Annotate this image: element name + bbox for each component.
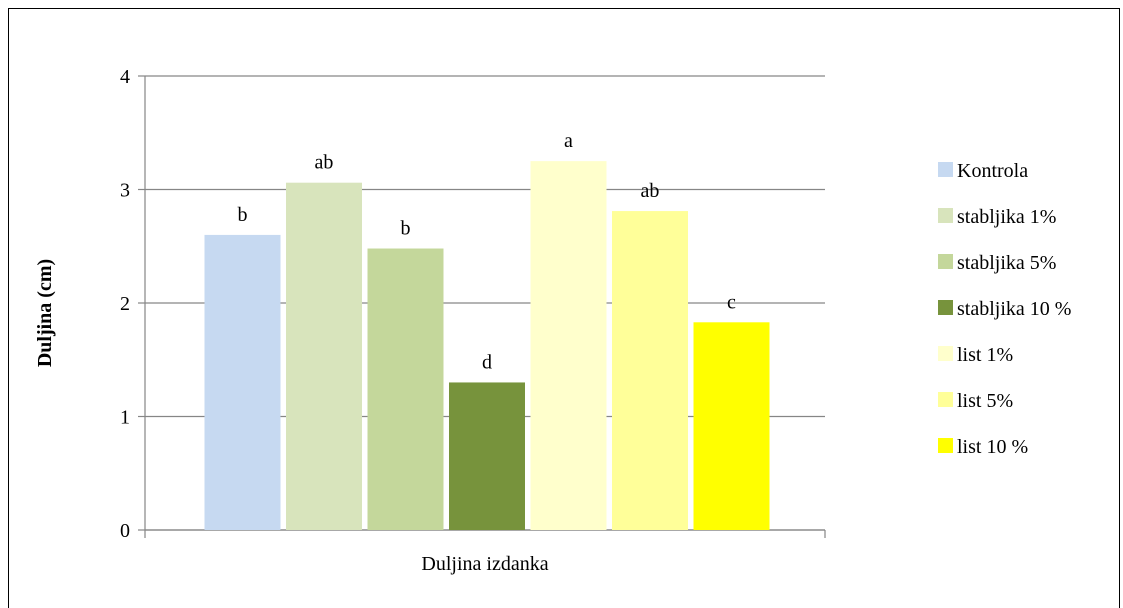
- ytick-label-3: 3: [120, 180, 130, 202]
- bar-list-10: [693, 322, 770, 530]
- legend-swatch-stabljika-10: [938, 300, 953, 315]
- bar-label-kontrola: b: [238, 204, 248, 226]
- ytick-label-2: 2: [120, 293, 130, 315]
- legend-label-stabljika-5: stabljika 5%: [957, 252, 1056, 274]
- y-axis-title: Duljina (cm): [34, 259, 56, 367]
- legend-swatch-stabljika-5: [938, 254, 953, 269]
- legend-swatch-stabljika-1: [938, 208, 953, 223]
- ytick-label-0: 0: [120, 520, 130, 542]
- bar-stabljika-1: [286, 182, 362, 530]
- bar-stabljika-10: [449, 382, 525, 530]
- legend-label-list-5: list 5%: [957, 390, 1013, 412]
- chart-frame: [8, 8, 1120, 608]
- legend-swatch-kontrola: [938, 162, 953, 177]
- x-category-label: Duljina izdanka: [421, 553, 548, 575]
- legend-swatch-list-1: [938, 346, 953, 361]
- bar-label-list-1: a: [564, 130, 573, 152]
- bar-label-stabljika-10: d: [482, 351, 492, 373]
- legend-label-kontrola: Kontrola: [957, 160, 1028, 182]
- legend-label-stabljika-10: stabljika 10 %: [957, 298, 1071, 320]
- legend-swatch-list-5: [938, 392, 953, 407]
- ytick-label-4: 4: [120, 66, 130, 88]
- legend-label-stabljika-1: stabljika 1%: [957, 206, 1056, 228]
- bar-label-stabljika-1: ab: [315, 152, 334, 174]
- bar-chart: 0 1 2 3 4 b ab b d a ab c Duljina izdanka Duljina (cm…: [34, 66, 1071, 575]
- bar-list-5: [612, 211, 688, 530]
- bar-label-list-5: ab: [641, 180, 660, 202]
- legend-label-list-1: list 1%: [957, 344, 1013, 366]
- bar-label-list-10: c: [727, 291, 736, 313]
- legend-swatch-list-10: [938, 438, 953, 453]
- legend-label-list-10: list 10 %: [957, 436, 1028, 458]
- bar-label-stabljika-5: b: [401, 218, 411, 240]
- bar-stabljika-5: [367, 248, 444, 530]
- bar-kontrola: [204, 234, 281, 530]
- ytick-label-1: 1: [120, 407, 130, 429]
- bar-list-1: [530, 161, 607, 530]
